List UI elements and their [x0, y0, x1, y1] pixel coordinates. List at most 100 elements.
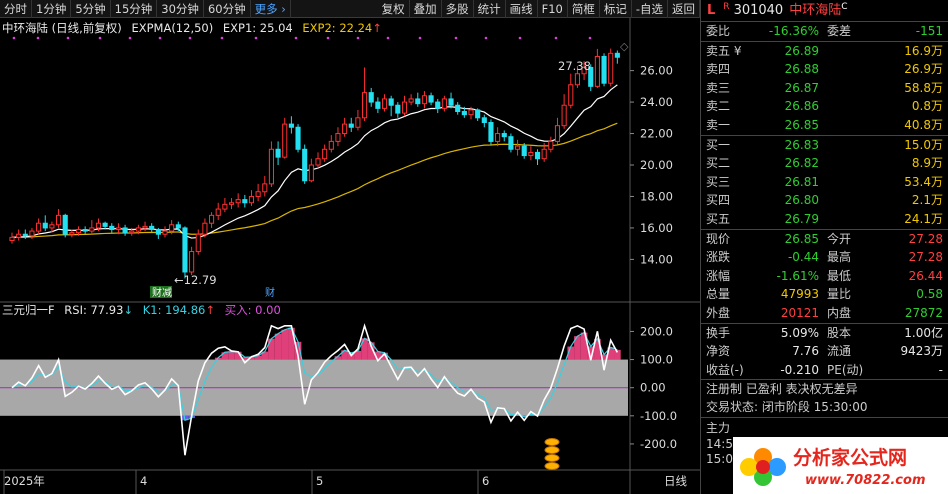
stats2-list: 换手 5.09% 股本 1.00亿 净资 7.76 流通 9423万 收益(-) -0.210 PE… [701, 322, 948, 380]
stat-label: 股本 [827, 325, 852, 340]
level-label: 买四 [706, 193, 731, 208]
toolbar-button[interactable]: -自选 [632, 0, 668, 18]
buy-signal-icon [544, 438, 560, 446]
candle [215, 208, 221, 216]
kline-chart[interactable]: 26.00 24.00 22.00 20.00 18.00 16.00 14.00 27.38… [0, 18, 700, 494]
rsi-overbought [281, 329, 289, 360]
rsi-overbought [274, 333, 282, 360]
toolbar-button[interactable]: 复权 [378, 0, 410, 18]
toolbar-button[interactable]: 叠加 [410, 0, 442, 18]
candle [129, 230, 135, 234]
x-tick-label: 4 [140, 474, 147, 488]
candle [22, 233, 28, 237]
tick-times: 14:56 15:00 [701, 437, 948, 467]
rsi-overbought [294, 341, 302, 360]
exp2-value: EXP2: 22.24 [302, 21, 373, 35]
level-price: 26.89 [784, 43, 819, 58]
quote-row: 买一 26.83 15.0万 [701, 136, 948, 155]
candle [574, 73, 580, 86]
main-force-tab[interactable]: 主力 [706, 421, 731, 436]
candle [295, 126, 301, 150]
stock-name: 中环海陆 [789, 2, 842, 18]
stat-value: -0.210 [780, 362, 819, 377]
period-tab[interactable]: 60分钟 [204, 0, 251, 18]
buy-value: 买入: 0.00 [224, 303, 281, 317]
y-tick-label: 0.00 [640, 381, 666, 395]
candle [169, 224, 175, 232]
level-volume: 2.1万 [911, 193, 943, 208]
period-label: 日线 [664, 474, 687, 488]
candle [461, 111, 467, 116]
rsi-overbought [334, 356, 342, 360]
period-tab[interactable]: 分时 [0, 0, 32, 18]
toolbar-button[interactable]: 标记 [600, 0, 632, 18]
level-volume: 15.0万 [904, 137, 943, 152]
level-label: 买三 [706, 174, 731, 189]
candle [368, 92, 374, 103]
candle [16, 233, 22, 238]
stat-label: 收益(-) [706, 362, 744, 377]
watermark-text: 分析家公式网 [793, 446, 907, 469]
candle [488, 122, 494, 142]
tick-time: 14:56 [706, 437, 741, 452]
toolbar-button[interactable]: 返回 [668, 0, 700, 18]
candle [568, 84, 574, 106]
marker-dot [128, 36, 132, 40]
quote-row: 买二 26.82 8.9万 [701, 154, 948, 173]
candle [501, 133, 507, 138]
period-tab[interactable]: 1分钟 [32, 0, 72, 18]
stat-value: 7.76 [792, 344, 819, 359]
candle [122, 227, 128, 234]
rsi-arrow: ↓ [123, 303, 134, 317]
candle [29, 230, 35, 237]
marker-dot [98, 36, 102, 40]
candle [468, 109, 474, 116]
candle [248, 195, 255, 204]
watermark-url: www.70822.com [805, 473, 926, 488]
marker-dot [158, 36, 162, 40]
toolbar-button[interactable]: 多股 [442, 0, 474, 18]
level-label: 买一 [706, 137, 731, 152]
stat-label: 涨幅 [706, 268, 731, 283]
y-tick-label: 18.00 [640, 189, 673, 203]
logo-graphic: 分析家公式网 www.70822.com [740, 446, 926, 488]
stat-label: 最高 [827, 250, 852, 265]
candle [601, 55, 607, 84]
stat-value: -0.44 [787, 250, 819, 265]
period-tab[interactable]: 5分钟 [71, 0, 111, 18]
marker-dot [554, 36, 558, 40]
candle [495, 133, 501, 142]
stat-value: 1.00亿 [904, 325, 943, 340]
main-force-row[interactable]: 主力 [701, 417, 948, 437]
candle [189, 251, 195, 273]
candle [82, 229, 88, 232]
candle [534, 151, 541, 160]
weibi-value: -16.36% [768, 24, 819, 38]
y-tick-label: -100.0 [640, 409, 677, 423]
stat-row: 涨跌 -0.44 最高 27.28 [701, 248, 948, 267]
rsi-overbought [587, 346, 595, 360]
high-label: 27.38 [558, 59, 591, 73]
rsi-overbought [234, 351, 242, 360]
candle [455, 104, 461, 113]
candle [395, 104, 401, 114]
quote-panel: L R 301040 中环海陆 C 委比 -16.36% 委差 -151 卖五 … [700, 0, 948, 494]
toolbar-button[interactable]: F10 [538, 0, 568, 18]
level-volume: 8.9万 [911, 156, 943, 171]
toolbar-button[interactable]: 简框 [568, 0, 600, 18]
candle [115, 227, 121, 231]
more-button[interactable]: 更多 › [251, 0, 291, 18]
rsi-indicator-title[interactable]: 三元归一F [2, 303, 55, 317]
level-price: 26.81 [784, 174, 819, 189]
stat-row: 外盘 20121 内盘 27872 [701, 304, 948, 323]
chart-area[interactable]: 26.00 24.00 22.00 20.00 18.00 16.00 14.00 27.38… [0, 18, 700, 494]
rsi-overbought [261, 351, 269, 360]
toolbar-button[interactable]: 统计 [474, 0, 506, 18]
toolbar-button[interactable]: 画线 [506, 0, 538, 18]
expma-label[interactable]: EXPMA(12,50) [131, 21, 214, 35]
period-tab[interactable]: 15分钟 [111, 0, 158, 18]
stat-value: 26.85 [784, 231, 819, 246]
period-tab[interactable]: 30分钟 [157, 0, 204, 18]
marker-dot [454, 36, 458, 40]
stat-value: 47993 [780, 287, 819, 302]
